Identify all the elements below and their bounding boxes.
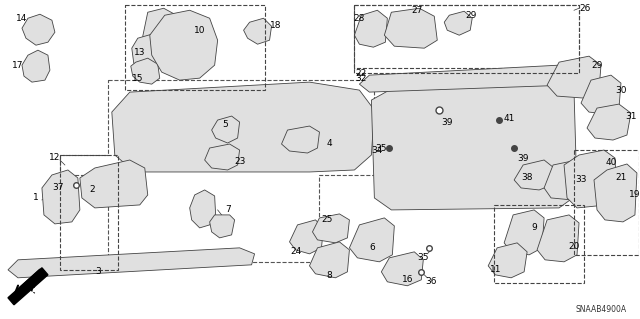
Text: 10: 10 (194, 26, 205, 35)
Text: 14: 14 (16, 14, 28, 23)
Text: 21: 21 (615, 174, 627, 182)
Bar (60, 155, 118, 270)
Text: 23: 23 (234, 158, 245, 167)
Text: 36: 36 (426, 277, 437, 286)
Polygon shape (205, 144, 239, 170)
Text: 34: 34 (372, 145, 383, 154)
Text: 16: 16 (401, 275, 413, 284)
Text: 20: 20 (568, 242, 580, 251)
Text: 39: 39 (517, 153, 529, 162)
Polygon shape (514, 160, 554, 190)
Text: 29: 29 (465, 11, 477, 20)
Text: FR.: FR. (21, 279, 39, 296)
Polygon shape (385, 8, 437, 48)
Polygon shape (572, 157, 613, 185)
Text: 31: 31 (625, 112, 637, 121)
Bar (125, 5, 264, 90)
Text: 11: 11 (490, 265, 502, 274)
Text: 26: 26 (579, 4, 591, 13)
Text: 24: 24 (290, 247, 301, 256)
Bar (494, 205, 584, 283)
Polygon shape (189, 190, 216, 228)
Polygon shape (212, 116, 239, 143)
Text: 19: 19 (629, 190, 640, 199)
Polygon shape (143, 8, 178, 58)
Polygon shape (150, 10, 218, 80)
Bar (574, 150, 639, 255)
Text: 9: 9 (531, 223, 537, 232)
Polygon shape (381, 252, 423, 286)
Polygon shape (564, 150, 617, 208)
Text: 39: 39 (442, 118, 453, 127)
Polygon shape (594, 164, 637, 222)
Text: 22: 22 (356, 69, 367, 78)
Text: 28: 28 (354, 14, 365, 23)
Text: 17: 17 (12, 61, 24, 70)
Polygon shape (312, 214, 349, 243)
Text: 4: 4 (326, 138, 332, 147)
Text: 7: 7 (225, 205, 230, 214)
Polygon shape (131, 58, 160, 84)
Text: 30: 30 (615, 85, 627, 95)
Text: 41: 41 (504, 114, 515, 122)
Text: 6: 6 (369, 243, 375, 252)
Text: 5: 5 (223, 120, 228, 129)
Polygon shape (444, 11, 472, 35)
Text: 29: 29 (591, 61, 603, 70)
Text: 15: 15 (132, 74, 143, 83)
Text: 1: 1 (33, 193, 39, 203)
Polygon shape (504, 210, 544, 255)
Polygon shape (112, 82, 374, 172)
Polygon shape (371, 82, 577, 210)
Polygon shape (547, 56, 601, 98)
Polygon shape (537, 215, 579, 262)
Text: 32: 32 (356, 74, 367, 83)
Text: 33: 33 (575, 175, 587, 184)
Text: 13: 13 (134, 48, 145, 57)
Text: SNAAB4900A: SNAAB4900A (576, 305, 627, 314)
Polygon shape (22, 50, 50, 82)
Polygon shape (282, 126, 319, 153)
Polygon shape (8, 268, 48, 305)
Polygon shape (210, 215, 235, 238)
Polygon shape (8, 248, 255, 278)
Polygon shape (360, 65, 571, 92)
Text: 35: 35 (417, 253, 429, 262)
Text: 3: 3 (95, 267, 100, 276)
Polygon shape (355, 10, 387, 47)
Polygon shape (132, 34, 164, 70)
Polygon shape (581, 75, 621, 114)
Text: 38: 38 (522, 174, 533, 182)
Polygon shape (42, 170, 80, 224)
Text: 18: 18 (270, 21, 282, 30)
Text: 12: 12 (49, 152, 61, 161)
Polygon shape (544, 160, 587, 200)
Polygon shape (488, 243, 527, 278)
Text: 40: 40 (605, 159, 617, 167)
Polygon shape (349, 218, 394, 262)
Text: 2: 2 (89, 185, 95, 195)
Polygon shape (80, 160, 148, 208)
Text: 37: 37 (52, 183, 63, 192)
Bar (355, 5, 579, 73)
Polygon shape (310, 242, 349, 278)
Polygon shape (587, 104, 631, 140)
Text: 25: 25 (322, 215, 333, 224)
Text: 35: 35 (376, 144, 387, 152)
Polygon shape (22, 14, 55, 45)
Polygon shape (244, 18, 271, 44)
Text: 27: 27 (412, 6, 423, 15)
Polygon shape (289, 220, 323, 254)
Text: 8: 8 (326, 271, 332, 280)
